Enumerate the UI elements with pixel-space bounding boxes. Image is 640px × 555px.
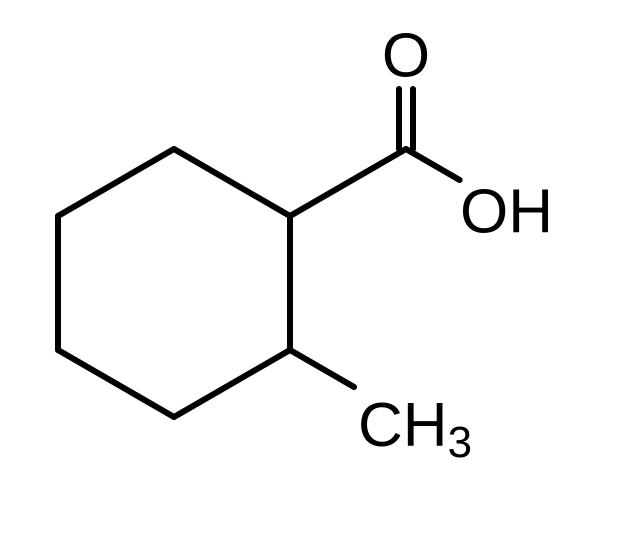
bond-C2-C8 <box>290 350 354 387</box>
bond-C5-C6 <box>58 149 174 216</box>
bond-C6-C1 <box>174 149 290 216</box>
molecule-diagram: O OH CH3 <box>0 0 640 555</box>
bond-C2-C3 <box>174 350 290 417</box>
bond-C1-C7 <box>290 149 406 216</box>
atom-label-methyl: CH3 <box>358 391 472 466</box>
bond-C7-O2 <box>406 149 460 180</box>
atom-label-hydroxyl: OH <box>460 177 553 246</box>
atom-label-oxygen-double: O <box>382 21 430 90</box>
bond-C3-C4 <box>58 350 174 417</box>
